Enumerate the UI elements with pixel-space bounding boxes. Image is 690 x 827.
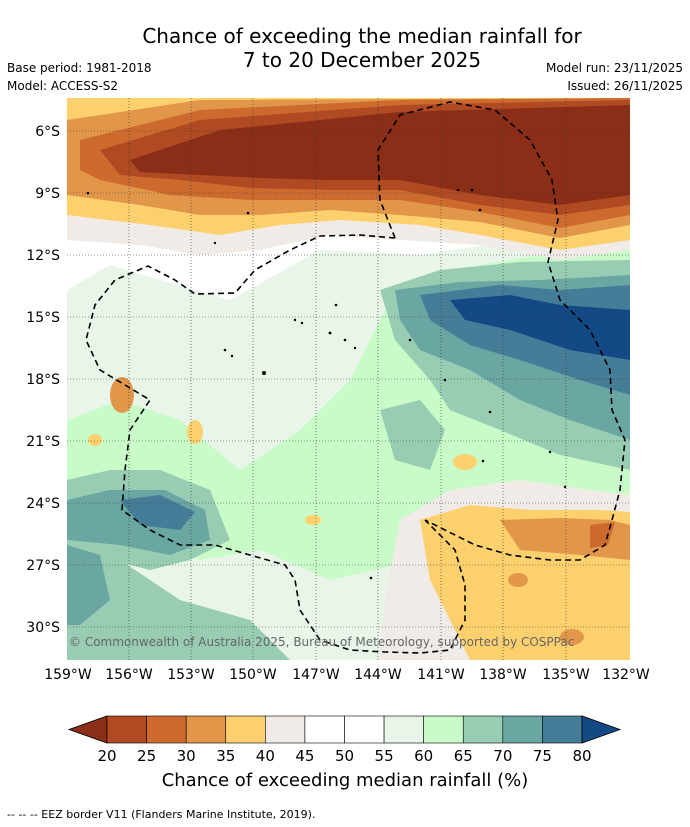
colorbar-tick-label: 50 (335, 747, 354, 765)
colorbar-tick-label: 65 (454, 747, 473, 765)
colorbar-cell (542, 715, 583, 744)
colorbar-cell (304, 715, 345, 744)
colorbar-tick-label: 45 (295, 747, 314, 765)
graticule (67, 98, 630, 660)
colorbar-tick-label: 40 (256, 747, 275, 765)
colorbar-tick-label: 25 (137, 747, 156, 765)
colorbar-arrow-high (581, 715, 622, 744)
zone-75-80-southwest (67, 545, 110, 625)
lat-label: 24°S (26, 496, 60, 512)
colorbar-tick-label: 55 (375, 747, 394, 765)
model-run: Model run: 23/11/2025 (545, 61, 683, 75)
lat-label: 27°S (26, 558, 60, 574)
colorbar-cell (344, 715, 385, 744)
lat-label: 6°S (35, 124, 60, 140)
lat-label: 18°S (26, 372, 60, 388)
zone-70-75-southwest (67, 560, 290, 660)
latitude-labels: 6°S 9°S 12°S 15°S 18°S 21°S 24°S 27°S 30… (26, 124, 60, 636)
colorbar-cell (146, 715, 187, 744)
lon-label: 135°W (542, 667, 590, 683)
lon-label: 144°W (354, 667, 402, 683)
colorbar (67, 715, 622, 744)
colorbar-tick-label: 30 (177, 747, 196, 765)
eez-border-west (85, 234, 466, 654)
lat-label: 15°S (26, 310, 60, 326)
lon-label: 132°W (602, 667, 650, 683)
eez-footnote: -- -- -- EEZ border V11 (Flanders Marine… (7, 808, 316, 821)
colorbar-cell (265, 715, 306, 744)
issued-date: Issued: 26/11/2025 (567, 79, 683, 93)
lat-label: 21°S (26, 434, 60, 450)
map-title: Chance of exceeding the median rainfall … (0, 24, 690, 72)
colorbar-tick-label: 75 (533, 747, 552, 765)
model-name: Model: ACCESS-S2 (7, 79, 119, 93)
lon-label: 159°W (44, 667, 92, 683)
title-line-2: 7 to 20 December 2025 (242, 48, 482, 72)
lon-label: 138°W (479, 667, 527, 683)
meta-left: Base period: 1981-2018 Model: ACCESS-S2 (7, 59, 152, 95)
spot-30-35-b (508, 573, 528, 587)
colorbar-cell (106, 715, 147, 744)
title-line-1: Chance of exceeding the median rainfall … (142, 24, 582, 48)
colorbar-cell (383, 715, 424, 744)
spot-35-40-d (453, 454, 477, 470)
lat-label: 30°S (26, 620, 60, 636)
eez-borders (85, 101, 626, 654)
colorbar-ticks: 20 25 30 35 40 45 50 55 60 65 70 75 80 (97, 747, 591, 765)
zone-25-30-southeast (590, 522, 615, 548)
lon-label: 150°W (229, 667, 277, 683)
base-period: Base period: 1981-2018 (7, 61, 152, 75)
spot-30-35-a (110, 377, 134, 413)
colorbar-tick-label: 60 (414, 747, 433, 765)
colorbar-cell (502, 715, 543, 744)
lon-label: 153°W (167, 667, 215, 683)
islands (86, 188, 567, 580)
spot-35-40-b (88, 434, 102, 446)
lon-label: 147°W (292, 667, 340, 683)
colorbar-arrow-low (67, 715, 108, 744)
colorbar-title: Chance of exceeding median rainfall (%) (161, 770, 529, 791)
spot-35-40-c (305, 515, 321, 525)
colorbar-tick-label: 20 (97, 747, 116, 765)
colorbar-tick-label: 70 (493, 747, 512, 765)
eez-border-east (377, 101, 626, 561)
lon-label: 156°W (105, 667, 153, 683)
zone-70-75-central (380, 400, 445, 470)
map-credit: © Commonwealth of Australia 2025, Bureau… (69, 635, 574, 649)
meta-right: Model run: 23/11/2025 Issued: 26/11/2025 (546, 59, 683, 95)
spot-35-40-a (187, 420, 203, 444)
colorbar-cell (423, 715, 464, 744)
zone-above-80-core (450, 295, 630, 360)
lat-label: 12°S (26, 248, 60, 264)
zone-below-20-north (130, 105, 630, 205)
longitude-labels: 159°W 156°W 153°W 150°W 147°W 144°W 141°… (44, 667, 650, 683)
colorbar-cell (462, 715, 504, 744)
lon-label: 141°W (417, 667, 465, 683)
lat-label: 9°S (35, 186, 60, 202)
colorbar-cell (225, 715, 266, 744)
rainfall-map: © Commonwealth of Australia 2025, Bureau… (67, 98, 630, 660)
colorbar-tick-label: 35 (216, 747, 235, 765)
colorbar-cell (185, 715, 227, 744)
colorbar-tick-label: 80 (572, 747, 591, 765)
